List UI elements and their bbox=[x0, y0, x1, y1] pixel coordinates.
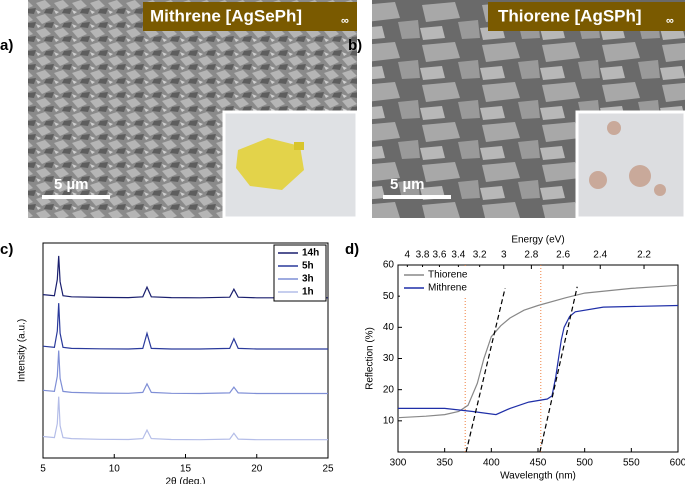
y-tick-label: 60 bbox=[383, 260, 395, 271]
series-line bbox=[397, 284, 679, 419]
panel-title-sub: ∞ bbox=[666, 15, 674, 27]
x-tick-label: 600 bbox=[670, 458, 685, 469]
x2-tick-label: 3.8 bbox=[416, 250, 430, 261]
panel-title: Mithrene [AgSePh] bbox=[150, 6, 302, 25]
scale-bar bbox=[383, 195, 451, 199]
y-tick-label: 40 bbox=[383, 322, 395, 333]
series-line bbox=[42, 303, 328, 350]
y-axis-title: Reflection (%) bbox=[365, 327, 376, 390]
legend-label: Thiorene bbox=[428, 270, 468, 281]
y-axis-title: Intensity (a.u.) bbox=[17, 319, 28, 382]
x-tick-label: 300 bbox=[390, 458, 407, 469]
x-tick-label: 500 bbox=[576, 458, 593, 469]
panel-label: c) bbox=[0, 241, 13, 258]
x-tick-label: 450 bbox=[530, 458, 547, 469]
x-tick-label: 15 bbox=[180, 464, 192, 475]
title-box bbox=[488, 2, 685, 31]
x2-axis-title: Energy (eV) bbox=[511, 235, 564, 246]
y-tick-label: 20 bbox=[383, 384, 395, 395]
x2-tick-label: 2.4 bbox=[593, 250, 607, 261]
tangent-line bbox=[539, 286, 578, 453]
legend-label: 5h bbox=[302, 261, 314, 272]
scale-label: 5 µm bbox=[54, 176, 89, 193]
x2-tick-label: 2.8 bbox=[524, 250, 538, 261]
x-tick-label: 5 bbox=[40, 464, 46, 475]
panel-label: d) bbox=[345, 241, 359, 258]
scale-bar bbox=[42, 195, 110, 199]
legend-label: 3h bbox=[302, 274, 314, 285]
x2-tick-label: 2.2 bbox=[637, 250, 651, 261]
legend-box bbox=[400, 267, 490, 297]
crystals bbox=[236, 138, 304, 190]
x2-tick-label: 3.6 bbox=[432, 250, 446, 261]
x2-tick-label: 4 bbox=[405, 250, 411, 261]
x-axis-title: 2θ (deg.) bbox=[165, 477, 205, 484]
title-box bbox=[143, 2, 357, 31]
legend-label: 14h bbox=[302, 248, 319, 259]
x2-tick-label: 3 bbox=[501, 250, 507, 261]
x-tick-label: 25 bbox=[322, 464, 334, 475]
x-axis-title: Wavelength (nm) bbox=[500, 471, 576, 482]
series-line bbox=[42, 255, 328, 299]
legend-label: 1h bbox=[302, 287, 314, 298]
x2-tick-label: 2.6 bbox=[556, 250, 570, 261]
y-tick-label: 30 bbox=[383, 353, 395, 364]
panel-label: a) bbox=[0, 37, 13, 54]
x-tick-label: 550 bbox=[623, 458, 640, 469]
y-tick-label: 50 bbox=[383, 291, 395, 302]
panel-title-sub: ∞ bbox=[341, 15, 349, 27]
x-tick-label: 350 bbox=[436, 458, 453, 469]
panel-title: Thiorene [AgSPh] bbox=[498, 6, 642, 25]
tangent-line bbox=[465, 287, 506, 453]
crystals bbox=[589, 121, 666, 196]
y-tick-label: 10 bbox=[383, 415, 395, 426]
series-line bbox=[398, 304, 679, 416]
series-line bbox=[42, 350, 328, 395]
inset-photo bbox=[575, 110, 685, 220]
scale-label: 5 µm bbox=[390, 176, 425, 193]
x2-tick-label: 3.2 bbox=[473, 250, 487, 261]
x-tick-label: 10 bbox=[109, 464, 121, 475]
series-line bbox=[42, 396, 328, 441]
legend-label: Mithrene bbox=[428, 283, 467, 294]
x-tick-label: 400 bbox=[483, 458, 500, 469]
x2-tick-label: 3.4 bbox=[451, 250, 465, 261]
x-tick-label: 20 bbox=[251, 464, 263, 475]
panel-label: b) bbox=[348, 37, 362, 54]
